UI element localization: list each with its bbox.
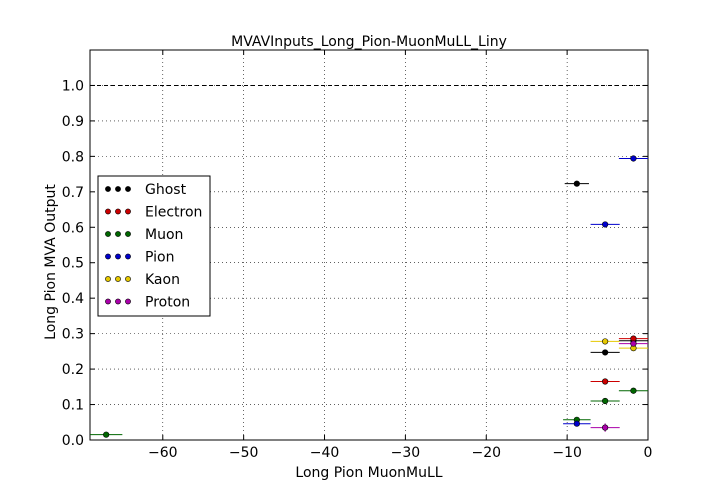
legend-item-ghost: Ghost — [105, 182, 187, 198]
legend-marker — [105, 231, 111, 237]
y-tick-label: 0.1 — [62, 398, 84, 414]
legend-marker — [115, 231, 121, 237]
legend-marker — [115, 186, 121, 192]
data-point — [630, 155, 637, 162]
data-point — [103, 431, 110, 438]
y-tick-label: 1.0 — [62, 78, 84, 94]
legend-item-pion: Pion — [105, 250, 174, 266]
legend-label: Muon — [145, 227, 183, 243]
y-tick-label: 0.9 — [62, 114, 84, 130]
series-muon — [90, 387, 648, 438]
legend-marker — [105, 298, 111, 305]
legend-marker — [125, 208, 131, 215]
y-tick-label: 0.3 — [62, 327, 84, 343]
x-tick-label: −10 — [552, 445, 582, 461]
legend-marker — [125, 231, 131, 237]
series-pion — [563, 155, 648, 427]
x-tick-label: −30 — [391, 445, 421, 461]
y-tick-label: 0.6 — [62, 220, 84, 236]
data-point — [602, 338, 609, 345]
legend-label: Proton — [145, 295, 190, 311]
legend-marker — [105, 253, 111, 260]
legend-item-muon: Muon — [105, 227, 183, 243]
legend-label: Ghost — [145, 182, 187, 198]
legend: Ghost Electron Muon Pion Kaon Proton — [97, 175, 211, 317]
legend-marker — [115, 276, 121, 282]
data-point — [602, 378, 609, 385]
plot-frame — [89, 49, 649, 441]
legend-marker — [125, 276, 131, 282]
y-tick-label: 0.2 — [62, 362, 84, 378]
legend-marker — [125, 253, 131, 260]
data-points — [90, 155, 648, 438]
data-point — [630, 340, 637, 347]
legend-marker — [105, 276, 111, 282]
legend-marker — [105, 208, 111, 215]
y-tick-label: 0.5 — [62, 256, 84, 272]
data-point — [602, 397, 609, 405]
data-point — [630, 387, 637, 394]
y-tick-label: 0.7 — [62, 185, 84, 201]
data-point — [602, 424, 609, 431]
x-tick-label: −20 — [471, 445, 501, 461]
legend-marker — [115, 298, 121, 305]
x-tick-label: −60 — [148, 445, 178, 461]
series-ghost — [564, 180, 648, 356]
legend-marker — [125, 186, 131, 192]
y-tick-label: 0.0 — [62, 433, 84, 449]
x-tick-label: 0 — [644, 445, 653, 461]
y-tick-label: 0.4 — [62, 291, 84, 307]
x-axis-title: Long Pion MuonMuLL — [295, 465, 442, 481]
legend-box — [97, 175, 211, 317]
data-point — [573, 180, 580, 187]
data-point — [602, 349, 609, 356]
legend-item-electron: Electron — [105, 205, 202, 221]
x-tick-label: −40 — [310, 445, 340, 461]
legend-label: Pion — [145, 250, 174, 266]
y-tick-labels: 0.0 0.1 0.2 0.3 0.4 0.5 0.6 0.7 0.8 0.9 1.0 — [62, 78, 84, 449]
series-proton — [590, 340, 648, 432]
legend-label: Electron — [145, 205, 202, 221]
data-point — [602, 221, 609, 228]
axis-ticks — [90, 50, 649, 441]
legend-marker — [125, 298, 131, 305]
legend-item-proton: Proton — [105, 295, 190, 311]
chart-title: MVAVInputs_Long_Pion-MuonMuLL_Liny — [231, 34, 507, 50]
x-tick-label: −50 — [229, 445, 259, 461]
data-point — [573, 420, 580, 427]
y-axis-title: Long Pion MVA Output — [43, 184, 59, 340]
legend-label: Kaon — [145, 272, 180, 288]
x-tick-labels: −60 −50 −40 −30 −20 −10 0 — [148, 445, 652, 461]
legend-marker — [115, 253, 121, 260]
legend-marker — [105, 186, 111, 192]
legend-item-kaon: Kaon — [105, 272, 180, 288]
legend-marker — [115, 208, 121, 215]
y-tick-label: 0.8 — [62, 149, 84, 165]
series-electron — [590, 335, 648, 385]
